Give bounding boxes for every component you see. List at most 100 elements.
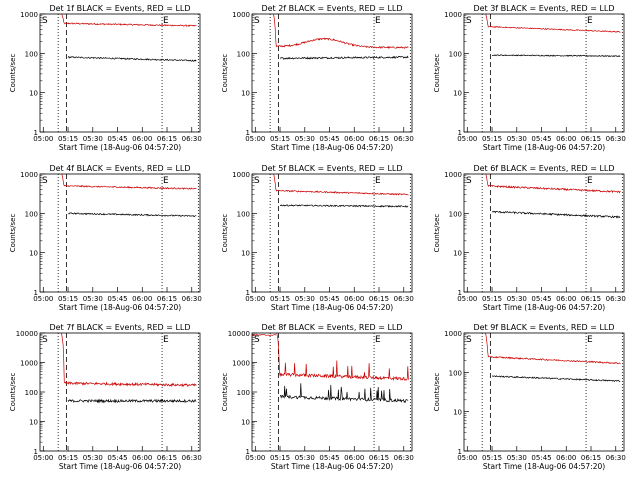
events-series xyxy=(67,398,197,404)
start-marker-label: S xyxy=(466,335,472,345)
y-tick-label: 10 xyxy=(453,250,462,258)
x-tick-label: 05:00 xyxy=(245,295,265,303)
x-tick-label: 06:15 xyxy=(581,295,601,303)
lld-series xyxy=(273,173,409,196)
plot-frame xyxy=(463,173,625,293)
lld-series xyxy=(485,332,621,365)
y-axis-label: Counts/sec xyxy=(433,214,441,253)
x-axis-label: Start Time (18-Aug-06 04:57:20) xyxy=(59,462,181,471)
lld-series xyxy=(61,13,197,27)
panel-det-4: Det 4f BLACK = Events, RED = LLD 1 10 100 10… xyxy=(9,164,202,312)
x-tick-label: 06:00 xyxy=(556,295,576,303)
end-marker-label: E xyxy=(163,176,169,186)
y-axis-label: Counts/sec xyxy=(221,54,229,93)
x-tick-label: 05:00 xyxy=(33,295,53,303)
end-marker-label: E xyxy=(375,176,381,186)
x-tick-label: 05:15 xyxy=(482,135,502,143)
panel-det-1: Det 1f BLACK = Events, RED = LLD 1 10 100 10… xyxy=(9,4,202,152)
x-tick-label: 05:30 xyxy=(83,454,103,462)
y-tick-label: 100 xyxy=(25,50,38,58)
y-tick-label: 1000 xyxy=(20,11,38,19)
x-axis-label: Start Time (18-Aug-06 04:57:20) xyxy=(59,143,181,152)
plot-frame xyxy=(251,13,413,133)
y-tick-label: 100 xyxy=(237,50,250,58)
x-tick-label: 05:45 xyxy=(107,295,127,303)
y-tick-label: 1000 xyxy=(444,171,462,179)
x-tick-label: 05:45 xyxy=(107,454,127,462)
lld-series xyxy=(61,332,197,388)
events-series xyxy=(491,375,621,383)
x-tick-label: 06:00 xyxy=(344,295,364,303)
x-axis-label: Start Time (18-Aug-06 04:57:20) xyxy=(483,143,605,152)
y-tick-label: 10000 xyxy=(16,330,38,338)
events-series xyxy=(280,383,409,404)
lld-series-pre xyxy=(251,334,277,337)
y-axis-label: Counts/sec xyxy=(9,373,17,412)
x-tick-label: 06:15 xyxy=(157,454,177,462)
x-tick-label: 06:30 xyxy=(606,454,626,462)
plot-frame xyxy=(463,332,625,452)
events-series xyxy=(279,204,409,208)
x-tick-label: 06:00 xyxy=(556,135,576,143)
x-tick-label: 05:00 xyxy=(33,135,53,143)
panel-det-2: Det 2f BLACK = Events, RED = LLD 1 10 100 10… xyxy=(221,4,414,152)
y-tick-label: 1000 xyxy=(444,330,462,338)
y-tick-label: 10 xyxy=(29,419,38,427)
end-marker-label: E xyxy=(587,16,593,26)
lld-series xyxy=(485,173,621,194)
x-tick-label: 06:15 xyxy=(369,454,389,462)
plot-frame xyxy=(39,173,201,293)
start-marker-label: S xyxy=(42,176,48,186)
y-axis-label: Counts/sec xyxy=(221,214,229,253)
y-tick-label: 1 xyxy=(458,448,462,456)
start-marker-label: S xyxy=(466,16,472,26)
y-axis-label: Counts/sec xyxy=(433,373,441,412)
y-tick-label: 10 xyxy=(453,409,462,417)
x-tick-label: 06:15 xyxy=(157,135,177,143)
x-tick-label: 05:00 xyxy=(245,454,265,462)
x-tick-label: 05:45 xyxy=(319,454,339,462)
y-tick-label: 1000 xyxy=(232,360,250,368)
plot-frame xyxy=(251,173,413,293)
panel-det-6: Det 6f BLACK = Events, RED = LLD 1 10 100 10… xyxy=(433,164,626,312)
y-tick-label: 100 xyxy=(237,210,250,218)
start-marker-label: S xyxy=(466,176,472,186)
panel-title: Det 2f BLACK = Events, RED = LLD xyxy=(261,4,402,13)
panel-det-7: Det 7f BLACK = Events, RED = LLD 1 10 100 10… xyxy=(9,323,202,471)
x-axis-label: Start Time (18-Aug-06 04:57:20) xyxy=(59,303,181,312)
x-tick-label: 06:15 xyxy=(369,135,389,143)
y-tick-label: 1 xyxy=(246,289,250,297)
x-tick-label: 05:30 xyxy=(295,295,315,303)
x-tick-label: 06:00 xyxy=(132,295,152,303)
y-tick-label: 1 xyxy=(246,129,250,137)
start-marker-label: S xyxy=(42,16,48,26)
x-tick-label: 06:30 xyxy=(182,454,202,462)
y-tick-label: 10 xyxy=(241,90,250,98)
panel-title: Det 8f BLACK = Events, RED = LLD xyxy=(261,323,402,332)
x-tick-label: 05:30 xyxy=(83,135,103,143)
x-tick-label: 05:15 xyxy=(482,295,502,303)
x-tick-label: 05:00 xyxy=(245,135,265,143)
panel-title: Det 6f BLACK = Events, RED = LLD xyxy=(473,164,614,173)
end-marker-label: E xyxy=(587,335,593,345)
x-tick-label: 05:15 xyxy=(58,295,78,303)
x-tick-label: 06:30 xyxy=(394,454,414,462)
y-tick-label: 1000 xyxy=(20,360,38,368)
y-axis-label: Counts/sec xyxy=(221,373,229,412)
end-marker-label: E xyxy=(587,176,593,186)
x-axis-label: Start Time (18-Aug-06 04:57:20) xyxy=(483,462,605,471)
x-tick-label: 05:00 xyxy=(33,454,53,462)
x-tick-label: 05:15 xyxy=(58,454,78,462)
y-tick-label: 1 xyxy=(458,289,462,297)
panel-title: Det 5f BLACK = Events, RED = LLD xyxy=(261,164,402,173)
panel-det-8: Det 8f BLACK = Events, RED = LLD 1 10 100 10… xyxy=(221,323,414,471)
start-marker-label: S xyxy=(254,176,260,186)
x-tick-label: 05:15 xyxy=(270,135,290,143)
x-tick-label: 06:15 xyxy=(157,295,177,303)
y-tick-label: 10 xyxy=(29,250,38,258)
y-tick-label: 10000 xyxy=(228,330,250,338)
y-tick-label: 100 xyxy=(449,210,462,218)
lld-series xyxy=(485,13,621,33)
end-marker-label: E xyxy=(375,16,381,26)
